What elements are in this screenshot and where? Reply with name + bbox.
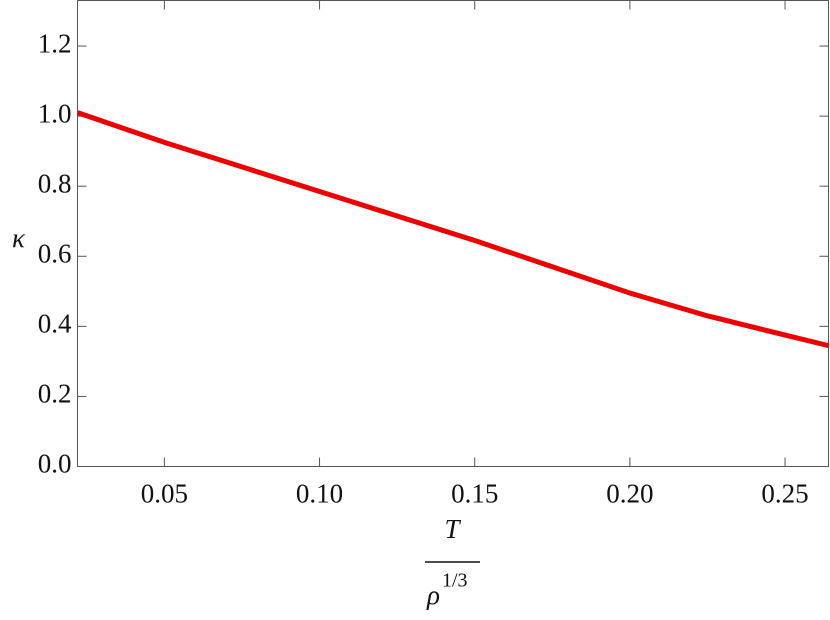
y-tick-label: 0.4 bbox=[38, 309, 72, 339]
y-tick-label: 0.2 bbox=[38, 379, 72, 409]
y-axis-label: κ bbox=[12, 223, 26, 253]
y-tick-label: 0.8 bbox=[38, 168, 72, 198]
y-tick-label: 0.0 bbox=[38, 449, 72, 479]
x-label-superscript: 1/3 bbox=[442, 570, 468, 592]
y-tick-label: 0.6 bbox=[38, 238, 72, 268]
data-line bbox=[76, 110, 830, 349]
y-tick-label: 1.2 bbox=[38, 28, 72, 58]
plot-frame bbox=[77, 0, 829, 467]
x-tick-label: 0.10 bbox=[296, 479, 343, 509]
x-tick-label: 0.15 bbox=[451, 479, 498, 509]
x-label-denominator: ρ bbox=[426, 580, 440, 610]
x-tick-label: 0.20 bbox=[606, 479, 653, 509]
x-tick-label: 0.25 bbox=[761, 479, 808, 509]
x-tick-label: 0.05 bbox=[141, 479, 188, 509]
y-tick-label: 1.0 bbox=[38, 98, 72, 128]
x-label-numerator: T bbox=[444, 514, 461, 544]
